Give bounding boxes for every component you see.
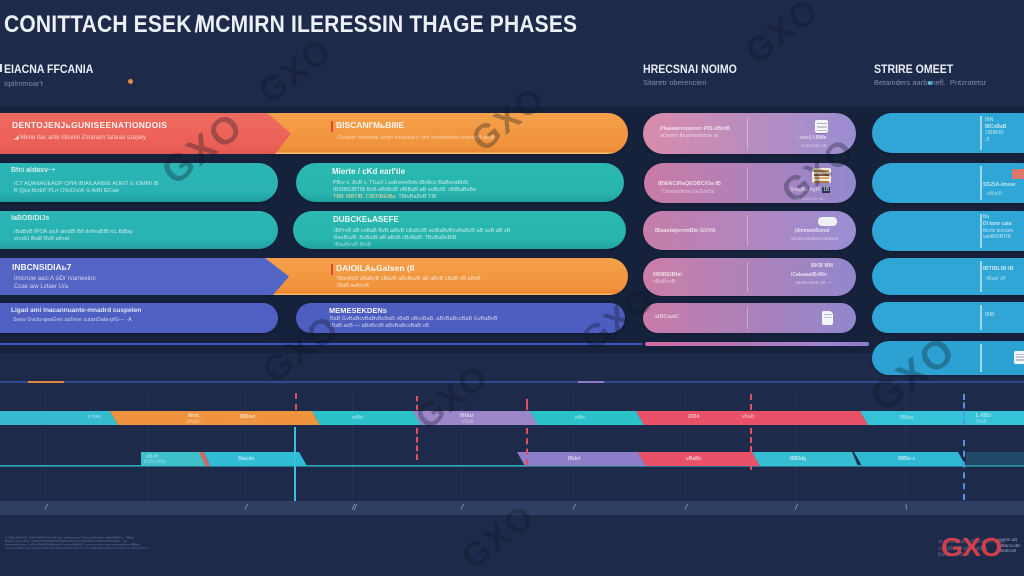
svg-text:vBaBc: vBaBc (686, 456, 702, 462)
svg-text:IBBluc: IBBluc (240, 414, 256, 420)
svg-text:vBaB: vBaB (742, 414, 755, 420)
svg-text:mBls: mBls (352, 415, 364, 421)
svg-text:IBaB: IBaB (976, 419, 988, 425)
svg-text:mBc: mBc (575, 415, 586, 421)
svg-text:IBdel: IBdel (568, 456, 581, 462)
svg-text:vBaBc: vBaBc (186, 419, 201, 425)
svg-text:aBvB: aBvB (146, 454, 159, 460)
svg-text:IBBldg: IBBldg (790, 456, 806, 462)
svg-text:L-VSU: L-VSU (976, 413, 991, 419)
svg-text:c·Iree: c·Iree (88, 414, 101, 420)
svg-text:Wod.: Wod. (188, 413, 201, 419)
svg-text:2004: 2004 (688, 414, 699, 420)
svg-text:Iffrluz: Iffrluz (460, 413, 474, 419)
svg-text:IBBls·c: IBBls·c (898, 456, 915, 462)
svg-text:Slacde: Slacde (238, 456, 254, 462)
svg-text:- - - - - - - - · - -: - - - - - - - - · - - (228, 419, 261, 425)
svg-text:IBBos: IBBos (900, 415, 914, 421)
svg-text:BaBcvBqr: BaBcvBqr (144, 459, 167, 465)
svg-text:vBaB: vBaB (462, 419, 475, 425)
